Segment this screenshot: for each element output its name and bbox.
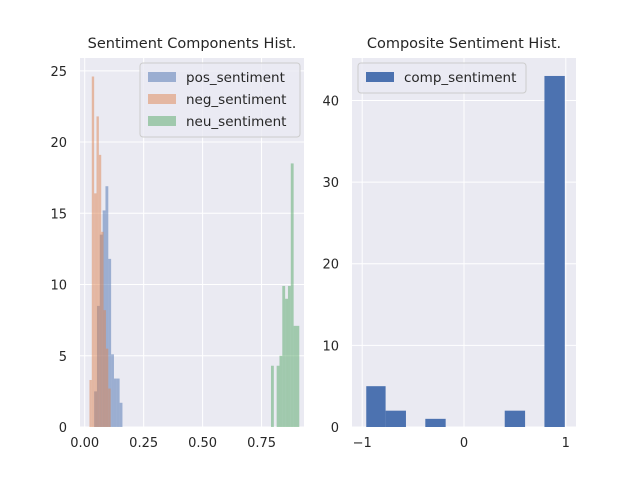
histogram-bar <box>119 402 123 427</box>
legend-swatch <box>366 72 394 82</box>
x-tick-label: 0 <box>460 436 468 451</box>
legend: pos_sentiment neg_sentiment neu_sentiment <box>139 62 301 138</box>
y-tick-label: 15 <box>50 207 67 222</box>
histogram-bar <box>279 355 283 427</box>
legend: comp_sentiment <box>357 62 527 94</box>
histogram-bar <box>108 388 111 427</box>
histogram-bar <box>101 231 104 427</box>
histogram-bar <box>103 310 106 427</box>
x-tick-label: −1 <box>353 436 372 451</box>
y-tick-label: 5 <box>59 350 67 365</box>
chart-title: Composite Sentiment Hist. <box>367 36 561 52</box>
histogram-bar <box>111 354 114 427</box>
histogram-bar <box>91 76 95 427</box>
y-tick-label: 25 <box>50 65 67 80</box>
legend-swatch <box>148 72 176 82</box>
y-tick-label: 20 <box>322 258 339 273</box>
histogram-bar <box>94 193 97 427</box>
histogram-bar <box>105 186 109 427</box>
legend-swatch <box>148 116 176 126</box>
histogram-bar <box>290 163 294 427</box>
histogram-bar <box>108 258 112 427</box>
y-tick-label: 40 <box>322 94 339 109</box>
chart-title: Sentiment Components Hist. <box>88 36 297 52</box>
legend-label: pos_sentiment <box>186 70 285 86</box>
legend-label: comp_sentiment <box>404 70 516 86</box>
histogram-bar <box>285 298 288 427</box>
x-tick-label: 0.50 <box>188 436 217 451</box>
y-tick-label: 30 <box>322 176 339 191</box>
histogram-bar <box>287 285 291 427</box>
histogram-bar <box>504 410 526 427</box>
histogram-bar <box>96 116 99 428</box>
y-tick-label: 0 <box>59 421 67 436</box>
histogram-bar <box>385 410 406 427</box>
histogram-bar <box>116 378 120 427</box>
histogram-bar <box>276 365 280 427</box>
components-histogram: 0.00 0.25 0.50 0.75 0 5 10 15 20 25 Sentiment Comp… <box>50 36 304 451</box>
histogram-bar <box>425 418 446 427</box>
histogram-bar <box>270 365 274 427</box>
y-tick-label: 10 <box>322 339 339 354</box>
histogram-bar <box>282 285 286 427</box>
histogram-bar <box>544 75 565 427</box>
histogram-bar <box>98 154 102 427</box>
legend-label: neu_sentiment <box>186 114 286 130</box>
histogram-bar <box>293 325 297 427</box>
histogram-bar <box>113 378 117 427</box>
y-tick-label: 10 <box>50 279 67 294</box>
histogram-bar <box>366 386 386 427</box>
histogram-bar <box>105 348 109 427</box>
legend-frame <box>139 62 301 138</box>
y-tick-label: 20 <box>50 136 67 151</box>
x-tick-label: 0.75 <box>247 436 276 451</box>
x-tick-label: 0.00 <box>70 436 99 451</box>
x-tick-label: 1 <box>562 436 570 451</box>
histogram-bar <box>296 325 300 427</box>
legend-label: neg_sentiment <box>186 92 286 108</box>
y-tick-label: 0 <box>331 421 339 436</box>
histogram-bar <box>89 379 92 427</box>
x-tick-label: 0.25 <box>129 436 158 451</box>
legend-frame <box>357 62 527 94</box>
legend-swatch <box>148 94 176 104</box>
